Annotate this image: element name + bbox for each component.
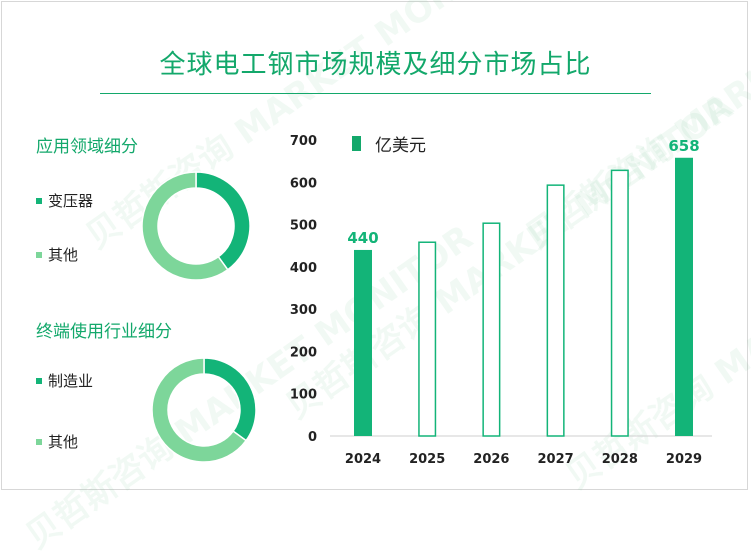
legend-swatch <box>36 251 42 258</box>
x-tick-label: 2026 <box>473 452 509 467</box>
y-tick-label: 400 <box>290 261 317 276</box>
y-tick-label: 500 <box>290 219 317 234</box>
x-tick-label: 2029 <box>666 452 702 467</box>
data-label: 658 <box>668 137 699 155</box>
title-underline <box>100 93 651 94</box>
bar-2028 <box>610 169 629 437</box>
bar-chart: 0 100 200 300 400 500 600 700 2024 440 2025 2026 202… <box>290 134 712 467</box>
page-title: 全球电工钢市场规模及细分市场占比 <box>159 50 592 80</box>
legend-label: 制造业 <box>48 372 94 390</box>
legend-swatch <box>36 438 42 445</box>
end-use-legend-manufacturing: 制造业 <box>36 370 93 391</box>
donut-slice <box>151 357 248 463</box>
y-tick-label: 700 <box>290 134 317 149</box>
unit-legend-label: 亿美元 <box>375 136 426 156</box>
application-donut <box>141 171 251 281</box>
data-label: 440 <box>347 229 378 247</box>
legend-swatch <box>352 136 361 151</box>
application-legend-other: 其他 <box>36 244 78 265</box>
x-tick-label: 2025 <box>409 452 445 467</box>
legend-label: 变压器 <box>48 192 94 210</box>
x-tick-label: 2024 <box>345 452 381 467</box>
y-tick-label: 100 <box>290 388 317 403</box>
legend-label: 其他 <box>48 246 79 264</box>
donut-slice <box>141 171 229 281</box>
y-tick-label: 200 <box>290 345 317 360</box>
chart-frame <box>1 1 748 490</box>
x-tick-label: 2027 <box>538 452 574 467</box>
bar-2026 <box>482 222 501 437</box>
y-tick-label: 300 <box>290 303 317 318</box>
legend-swatch <box>36 377 42 384</box>
end-use-donut <box>151 357 257 463</box>
legend-label: 其他 <box>48 433 79 451</box>
bar-2027 <box>546 184 565 437</box>
application-legend-transformer: 变压器 <box>36 190 93 211</box>
bar-2029 <box>675 157 693 436</box>
x-tick-label: 2028 <box>602 452 638 467</box>
bar-2024 <box>354 249 372 436</box>
application-section-title: 应用领域细分 <box>36 137 138 157</box>
y-tick-label: 600 <box>290 176 317 191</box>
end-use-legend-other: 其他 <box>36 431 78 452</box>
legend-swatch <box>36 197 42 204</box>
bar-2025 <box>418 241 437 437</box>
unit-legend: 亿美元 <box>352 131 426 156</box>
y-tick-label: 0 <box>308 430 317 445</box>
end-use-section-title: 终端使用行业细分 <box>36 322 172 342</box>
